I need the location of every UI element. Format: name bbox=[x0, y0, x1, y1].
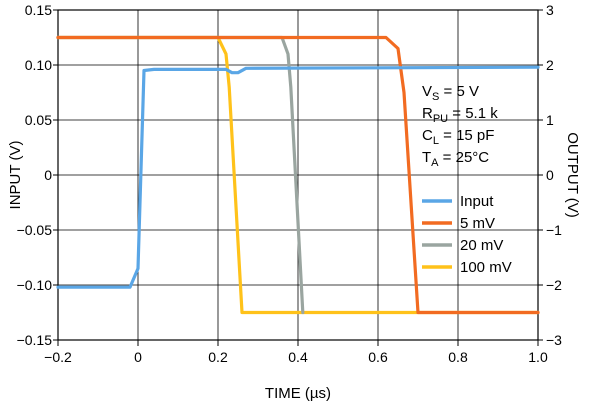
legend-label: 5 mV bbox=[460, 215, 495, 232]
conditions-annotation: VS = 5 V RPU = 5.1 k CL = 15 pF TA = 25°… bbox=[422, 83, 498, 169]
x-tick-label: 0.6 bbox=[368, 349, 388, 365]
grid bbox=[58, 10, 538, 340]
y-left-tick-label: −0.10 bbox=[17, 277, 53, 293]
legend-label: Input bbox=[460, 193, 494, 210]
y-right-ticks: 3 2 1 0 −1 −2 −3 bbox=[538, 2, 562, 348]
y-left-tick-label: −0.05 bbox=[17, 222, 53, 238]
annotation-cl: CL = 15 pF bbox=[422, 127, 494, 147]
x-tick-label: 0.8 bbox=[448, 349, 468, 365]
annotation-rpu: RPU = 5.1 k bbox=[422, 105, 498, 125]
x-axis-label: TIME (µs) bbox=[265, 385, 331, 402]
y-left-tick-label: 0 bbox=[44, 167, 52, 183]
y-left-tick-label: 0.05 bbox=[25, 112, 52, 128]
y-right-tick-label: 1 bbox=[546, 112, 554, 128]
y-left-axis-label: INPUT (V) bbox=[7, 141, 24, 210]
legend-label: 100 mV bbox=[460, 259, 512, 276]
x-tick-label: −0.2 bbox=[44, 349, 72, 365]
annotation-ta: TA = 25°C bbox=[422, 149, 489, 169]
y-right-tick-label: −2 bbox=[546, 277, 562, 293]
y-right-axis-label: OUTPUT (V) bbox=[564, 132, 581, 218]
x-ticks: −0.2 0 0.2 0.4 0.6 0.8 1.0 bbox=[44, 340, 548, 365]
legend-label: 20 mV bbox=[460, 237, 503, 254]
y-right-tick-label: 2 bbox=[546, 57, 554, 73]
y-left-tick-label: 0.15 bbox=[25, 2, 52, 18]
x-tick-label: 0.4 bbox=[288, 349, 308, 365]
x-tick-label: 0.2 bbox=[208, 349, 228, 365]
x-tick-label: 1.0 bbox=[528, 349, 548, 365]
y-right-tick-label: −3 bbox=[546, 332, 562, 348]
annotation-vs: VS = 5 V bbox=[422, 83, 479, 103]
y-right-tick-label: −1 bbox=[546, 222, 562, 238]
y-left-tick-label: 0.10 bbox=[25, 57, 52, 73]
y-left-ticks: 0.15 0.10 0.05 0 −0.05 −0.10 −0.15 bbox=[17, 2, 58, 348]
y-left-tick-label: −0.15 bbox=[17, 332, 53, 348]
legend: Input 5 mV 20 mV 100 mV bbox=[422, 193, 512, 276]
y-right-tick-label: 3 bbox=[546, 2, 554, 18]
series-line-input bbox=[56, 65, 540, 289]
y-right-tick-label: 0 bbox=[546, 167, 554, 183]
x-tick-label: 0 bbox=[134, 349, 142, 365]
series-line-5-mv bbox=[56, 35, 540, 315]
series-lines bbox=[56, 35, 540, 315]
